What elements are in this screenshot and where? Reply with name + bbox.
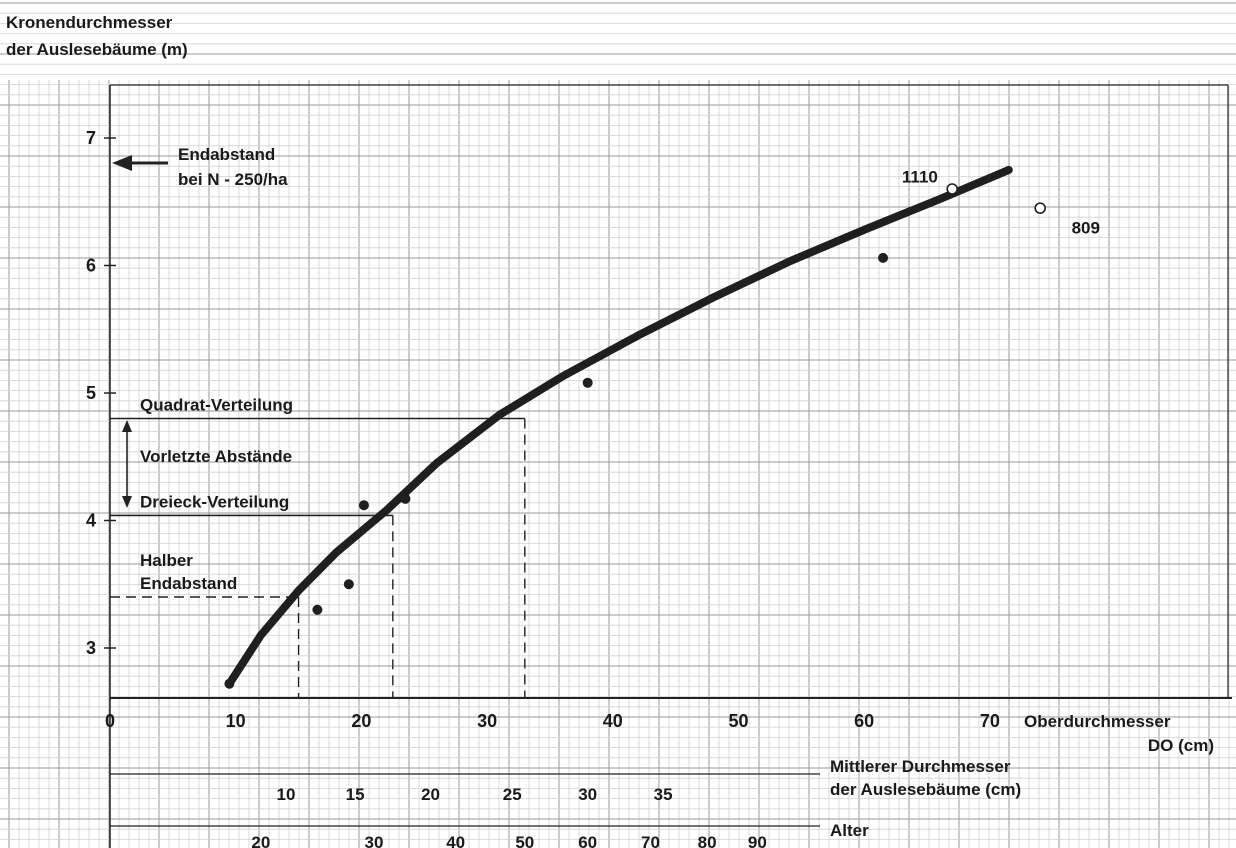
- secondary-tick-label: 15: [346, 785, 365, 804]
- data-point-filled: [400, 493, 411, 504]
- x-axis-title: Oberdurchmesser DO (cm): [1024, 712, 1214, 755]
- data-point-filled: [224, 678, 235, 689]
- annotation-endabstand: Endabstand bei N - 250/ha: [112, 145, 288, 189]
- x-axis-title-line2: DO (cm): [1148, 736, 1214, 755]
- data-point-open: [946, 183, 958, 195]
- data-point-filled: [343, 579, 354, 590]
- data-points: [224, 183, 1046, 689]
- x-tick-label: 30: [477, 711, 497, 731]
- secondary-tick-label: 70: [641, 833, 660, 848]
- secondary-tick-label: 50: [515, 833, 534, 848]
- x-tick-label: 20: [351, 711, 371, 731]
- secondary-tick-label: 40: [446, 833, 465, 848]
- guide-lines: Quadrat-Verteilung Dreieck-Verteilung Halb…: [110, 396, 526, 698]
- point-label: 1110: [902, 168, 938, 187]
- x-tick-label: 60: [854, 711, 874, 731]
- secondary-tick-label: 30: [365, 833, 384, 848]
- x-tick-label: 0: [105, 711, 115, 731]
- y-tick-label: 4: [86, 511, 96, 531]
- secondary-tick-label: 35: [654, 785, 673, 804]
- vorletzte-arrow-up: [122, 420, 132, 432]
- endabstand-label-line2: bei N - 250/ha: [178, 170, 288, 189]
- secondary-axis-title-line1: Mittlerer Durchmesser: [830, 757, 1011, 776]
- y-tick-labels: 3 4 5 6 7: [86, 128, 116, 658]
- endabstand-arrowhead: [112, 155, 132, 171]
- guide-label: Quadrat-Verteilung: [140, 396, 293, 415]
- data-point-filled: [582, 377, 593, 388]
- annotation-vorletzte: Vorletzte Abstände: [122, 420, 292, 508]
- y-tick-label: 3: [86, 638, 96, 658]
- data-point-open: [1034, 202, 1046, 214]
- x-tick-label: 10: [226, 711, 246, 731]
- y-axis-title-line1: Kronendurchmesser: [6, 13, 173, 32]
- y-tick-label: 6: [86, 256, 96, 276]
- data-point-filled: [312, 604, 323, 615]
- point-labels: 1110 809: [902, 168, 1100, 238]
- guide-label: Dreieck-Verteilung: [140, 492, 289, 511]
- guide-label-line1: Halber: [140, 551, 193, 570]
- secondary-tick-label: 60: [578, 833, 597, 848]
- y-axis-title-line2: der Auslesebäume (m): [6, 40, 188, 59]
- endabstand-label-line1: Endabstand: [178, 145, 275, 164]
- y-tick-label: 7: [86, 128, 96, 148]
- guide-label-line2: Endabstand: [140, 574, 237, 593]
- secondary-tick-label: 25: [503, 785, 522, 804]
- data-point-filled: [358, 500, 369, 511]
- fit-curve: [225, 165, 1013, 688]
- point-label: 809: [1072, 219, 1100, 238]
- secondary-axis-title-line2: der Auslesebäume (cm): [830, 780, 1021, 799]
- secondary-tick-label: 30: [578, 785, 597, 804]
- y-tick-label: 5: [86, 383, 96, 403]
- data-point-filled: [878, 252, 889, 263]
- secondary-axis-title-line1: Alter: [830, 821, 869, 840]
- plot-frame: [109, 84, 1232, 848]
- x-tick-label: 50: [728, 711, 748, 731]
- secondary-tick-label: 90: [748, 833, 767, 848]
- secondary-tick-label: 10: [277, 785, 296, 804]
- vorletzte-arrow-down: [122, 496, 132, 508]
- y-axis-title: Kronendurchmesser der Auslesebäume (m): [6, 13, 188, 59]
- x-tick-labels: 0 10 20 30 40 50 60 70: [105, 711, 1000, 731]
- secondary-tick-label: 20: [251, 833, 270, 848]
- secondary-axes: 10 15 20 25 30 35 Mittlerer Durchmesser der Aus…: [251, 757, 1021, 848]
- secondary-tick-label: 80: [698, 833, 717, 848]
- vorletzte-label: Vorletzte Abstände: [140, 447, 292, 466]
- x-tick-label: 70: [980, 711, 1000, 731]
- secondary-tick-label: 20: [421, 785, 440, 804]
- x-axis-title-line1: Oberdurchmesser: [1024, 712, 1171, 731]
- x-tick-label: 40: [603, 711, 623, 731]
